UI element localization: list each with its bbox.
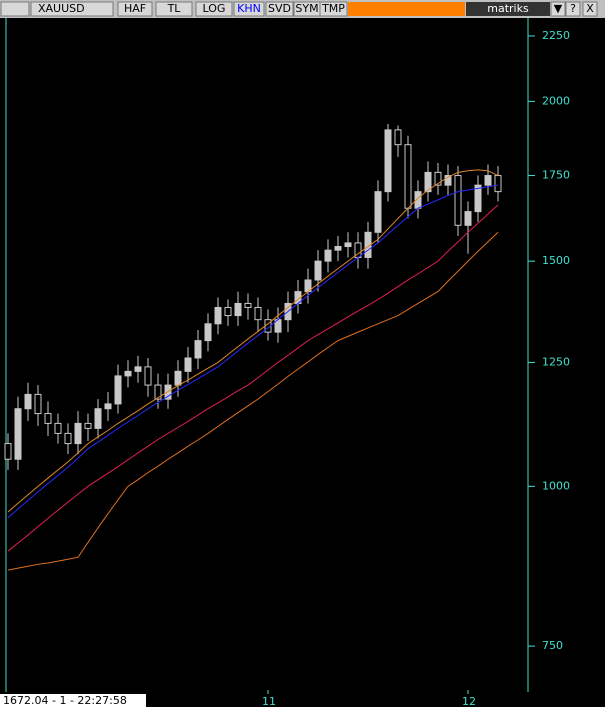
y-tick-label: 1750 — [542, 169, 570, 182]
status-text: 1672.04 - 1 - 22:27:58 — [3, 694, 127, 707]
toolbar-button-label: TL — [167, 2, 182, 15]
toolbar-button-label: KHN — [237, 2, 261, 15]
candle-body — [94, 408, 102, 429]
candle-body — [244, 302, 252, 308]
candle-body — [104, 403, 112, 410]
candle-body — [184, 357, 192, 372]
candle-body — [384, 129, 392, 193]
candle-body — [154, 384, 162, 400]
candle-body — [124, 370, 132, 377]
window-control[interactable] — [565, 1, 581, 17]
toolbar-button[interactable] — [117, 1, 153, 17]
candle-body — [454, 175, 462, 226]
symbol-box[interactable] — [30, 1, 114, 17]
window-control-label: X — [586, 2, 594, 15]
status-bar — [0, 692, 605, 707]
candle-body — [84, 422, 92, 429]
y-tick-label: 2000 — [542, 94, 570, 107]
moving-average-line — [7, 184, 499, 519]
candle-body — [344, 242, 352, 248]
candle-body — [54, 422, 62, 434]
y-tick-label: 750 — [542, 639, 563, 652]
window-control-label: ▼ — [554, 2, 563, 15]
candle-body — [194, 340, 202, 359]
brand-box — [466, 2, 550, 16]
candle-body — [114, 375, 122, 405]
toolbar-button-label: SYM — [295, 2, 318, 15]
toolbar-button[interactable] — [195, 1, 233, 17]
toolbar-button[interactable] — [265, 1, 294, 17]
candle-body — [44, 413, 52, 424]
candle-body — [484, 175, 492, 186]
candle-body — [424, 171, 432, 193]
moving-average-line — [7, 169, 499, 513]
candle-body — [234, 302, 242, 317]
moving-average-line — [7, 204, 499, 552]
candle-body — [394, 129, 402, 146]
x-tick-label: 11 — [262, 695, 276, 707]
candle-body — [474, 184, 482, 213]
moving-average-line — [7, 231, 499, 571]
window-control[interactable] — [582, 1, 598, 17]
candle-body — [254, 306, 262, 321]
toolbar-button-label: TMP — [321, 2, 345, 15]
x-tick-label: 12 — [462, 695, 476, 707]
y-tick-label: 1250 — [542, 355, 570, 368]
candle-body — [134, 366, 142, 372]
candle-body — [214, 306, 222, 325]
candle-body — [174, 370, 182, 386]
candle-body — [334, 246, 342, 251]
candle-body — [404, 144, 412, 209]
candle-body — [34, 393, 42, 415]
brand: matriks — [487, 2, 529, 15]
candle-body — [14, 408, 22, 460]
candle-body — [144, 366, 152, 386]
candle-body — [464, 211, 472, 226]
toolbar-button-label: SVD — [268, 2, 291, 15]
window-control[interactable] — [550, 1, 566, 17]
menu-icon[interactable] — [0, 1, 30, 17]
symbol: XAUUSD — [38, 2, 85, 15]
candle-body — [314, 260, 322, 281]
candle-body — [74, 422, 82, 445]
toolbar-button-label: HAF — [124, 2, 146, 15]
y-tick-label: 2250 — [542, 29, 570, 42]
candle-body — [434, 171, 442, 186]
candle-body — [374, 191, 382, 233]
candle-body — [204, 323, 212, 342]
toolbar-button-label: LOG — [203, 2, 226, 15]
candle-body — [444, 175, 452, 186]
candle-body — [494, 175, 502, 193]
toolbar-button[interactable] — [233, 1, 265, 17]
toolbar-button[interactable] — [319, 1, 348, 17]
candle-body — [324, 249, 332, 262]
window-control-label: ? — [570, 2, 576, 15]
candle-body — [4, 443, 12, 460]
orange-bar — [348, 2, 465, 16]
toolbar-button[interactable] — [155, 1, 193, 17]
y-tick-label: 1500 — [542, 254, 570, 267]
y-tick-label: 1000 — [542, 479, 570, 492]
candle-body — [224, 306, 232, 317]
candle-body — [24, 393, 32, 410]
candle-body — [64, 432, 72, 445]
status-box — [0, 694, 146, 707]
